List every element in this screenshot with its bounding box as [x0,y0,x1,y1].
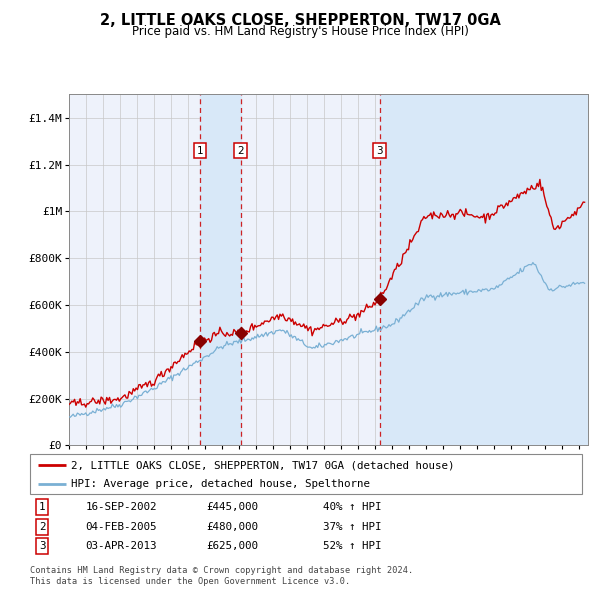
Text: 16-SEP-2002: 16-SEP-2002 [85,502,157,512]
Text: 1: 1 [197,146,203,156]
Text: 04-FEB-2005: 04-FEB-2005 [85,522,157,532]
Text: HPI: Average price, detached house, Spelthorne: HPI: Average price, detached house, Spel… [71,478,370,489]
Text: Price paid vs. HM Land Registry's House Price Index (HPI): Price paid vs. HM Land Registry's House … [131,25,469,38]
Text: This data is licensed under the Open Government Licence v3.0.: This data is licensed under the Open Gov… [30,577,350,586]
Text: £480,000: £480,000 [206,522,259,532]
Text: 1: 1 [39,502,46,512]
Text: 2, LITTLE OAKS CLOSE, SHEPPERTON, TW17 0GA (detached house): 2, LITTLE OAKS CLOSE, SHEPPERTON, TW17 0… [71,460,455,470]
Text: Contains HM Land Registry data © Crown copyright and database right 2024.: Contains HM Land Registry data © Crown c… [30,566,413,575]
Text: 52% ↑ HPI: 52% ↑ HPI [323,542,381,552]
Text: 3: 3 [39,542,46,552]
Text: £625,000: £625,000 [206,542,259,552]
Text: 40% ↑ HPI: 40% ↑ HPI [323,502,381,512]
Text: 2: 2 [238,146,244,156]
Text: 3: 3 [376,146,383,156]
Text: 2: 2 [39,522,46,532]
Bar [380,94,588,445]
Text: 37% ↑ HPI: 37% ↑ HPI [323,522,381,532]
Text: 03-APR-2013: 03-APR-2013 [85,542,157,552]
Text: 2, LITTLE OAKS CLOSE, SHEPPERTON, TW17 0GA: 2, LITTLE OAKS CLOSE, SHEPPERTON, TW17 0… [100,13,500,28]
Bar [200,94,241,445]
Text: £445,000: £445,000 [206,502,259,512]
